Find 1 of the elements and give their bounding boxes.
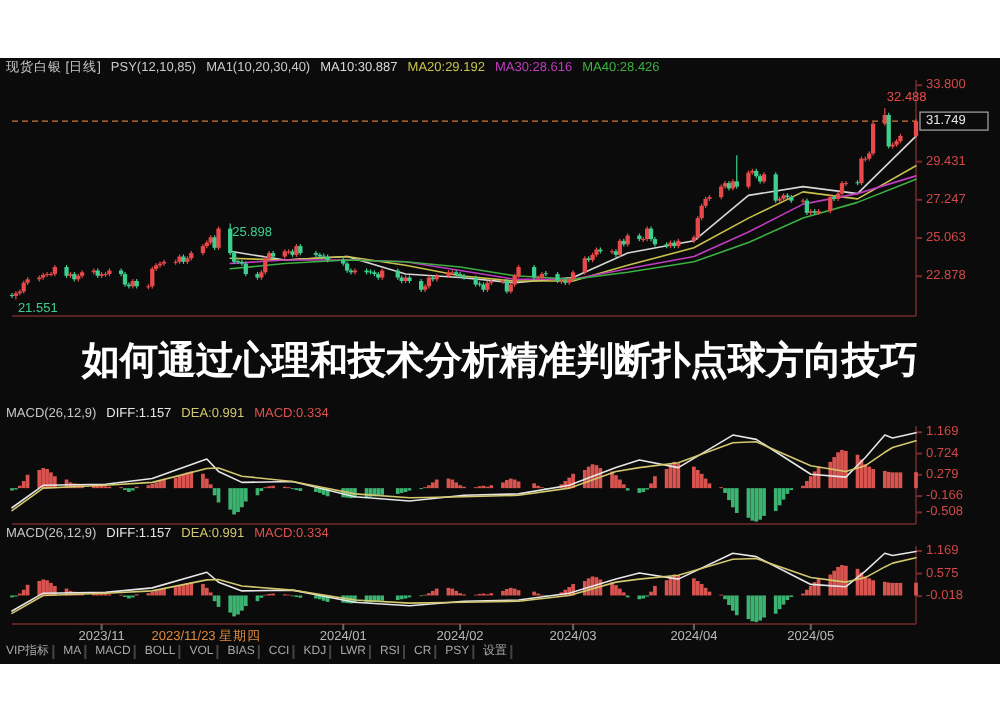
text: 如何通过心理和技术分析精准判断扑点球方向技巧 [80,339,918,383]
